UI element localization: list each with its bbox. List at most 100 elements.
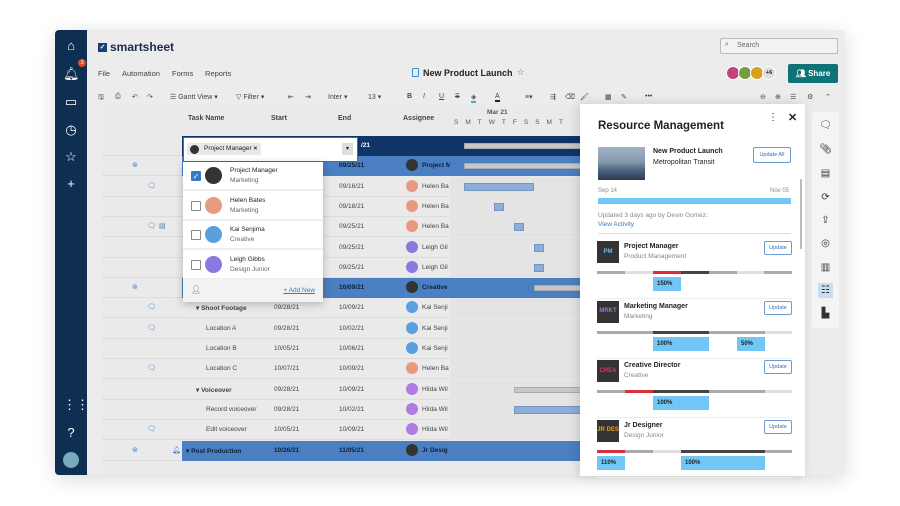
zoom-in-icon[interactable]: ⊕ — [775, 94, 781, 101]
assignee-cell[interactable]: Creative — [422, 284, 448, 292]
table-row[interactable]: 🗨︎ Edit voiceover 10/05/21 10/09/21 Hilda Wi… — [102, 420, 580, 441]
table-row[interactable]: 🗨︎ ▾ Shoot Footage 09/28/21 10/09/21 Kai Sen… — [102, 298, 580, 319]
column-header-task[interactable]: Task Name — [188, 115, 225, 122]
table-row[interactable]: 🗨︎ Location A 09/28/21 10/02/21 Kai Senji — [102, 318, 580, 339]
attachment-icon[interactable]: 📎︎ — [819, 144, 832, 155]
end-cell[interactable]: 09/25/21 — [339, 162, 365, 170]
gantt-bar[interactable] — [534, 243, 544, 252]
update-button[interactable]: Update — [764, 419, 792, 434]
align-icon[interactable]: ≡▾ — [525, 94, 533, 101]
proofing-icon[interactable]: ▤ — [820, 168, 831, 179]
comment-icon[interactable]: 🗨︎ — [147, 223, 156, 231]
task-name-cell[interactable]: ▾ Voiceover — [196, 386, 232, 394]
table-row[interactable]: 🗨︎ Location C 10/07/21 10/09/21 Helen Ba — [102, 359, 580, 380]
option-checkbox[interactable] — [191, 259, 201, 270]
font-dropdown[interactable]: Inter ▾ — [328, 94, 348, 101]
bell-icon[interactable]: 🔔︎ — [63, 66, 80, 81]
redo-icon[interactable]: ↷ — [147, 94, 153, 101]
end-cell[interactable]: 09/16/21 — [339, 182, 365, 190]
comment-icon[interactable]: 🗨︎ — [147, 426, 156, 434]
clock-icon[interactable]: ◷ — [65, 122, 77, 137]
gantt-bar[interactable] — [464, 182, 534, 191]
assignee-cell[interactable]: Hilda Wil — [422, 405, 448, 413]
gantt-icon[interactable]: ☰ — [790, 94, 797, 101]
end-cell[interactable]: 10/09/21 — [339, 385, 365, 393]
table-row[interactable]: Record voiceover 09/28/21 10/02/21 Hilda Wi… — [102, 399, 594, 420]
task-name-cell[interactable]: Location C — [206, 365, 238, 373]
panel-more-icon[interactable]: ⋮ — [768, 112, 778, 123]
dropdown-option[interactable]: ✓ Project Manager Marketing — [183, 162, 323, 191]
task-name-cell[interactable]: Location B — [206, 345, 237, 352]
undo-icon[interactable]: ↶ — [132, 94, 138, 101]
table-row[interactable]: ⊚ 🔔︎ ▾ Post Production 10/26/21 11/05/21 Jr D… — [102, 440, 580, 461]
comment-icon[interactable]: 🗨︎ — [147, 304, 156, 312]
update-all-button[interactable]: Update All — [753, 147, 791, 163]
text-color-icon[interactable]: A — [495, 93, 500, 102]
start-cell[interactable]: 09/28/21 — [274, 324, 300, 332]
option-checkbox[interactable]: ✓ — [191, 171, 201, 181]
dropdown-option[interactable]: Leigh Gibbs Design Junior — [183, 251, 323, 280]
assignee-cell[interactable]: Jr Desig — [422, 446, 448, 454]
comment-icon[interactable]: 🗨︎ — [147, 324, 156, 332]
end-cell[interactable]: 10/09/21 — [339, 304, 365, 312]
end-cell[interactable]: 10/02/21 — [339, 324, 365, 332]
assignee-cell[interactable]: Leigh Gil — [422, 243, 448, 251]
menu-forms[interactable]: Forms — [172, 69, 194, 78]
end-cell[interactable]: 10/09/21 — [339, 284, 365, 292]
plus-icon[interactable]: + — [67, 176, 75, 191]
collapse-icon[interactable]: ⌃ — [825, 94, 831, 101]
assignee-cell[interactable]: Helen Ba — [422, 202, 449, 210]
comment-icon[interactable]: 🗨︎ — [147, 182, 156, 190]
table-row[interactable]: 09/25/21 Leigh Gil — [102, 257, 580, 278]
comment-icon[interactable]: 🗨︎ — [147, 365, 156, 373]
panel-close-icon[interactable]: ✕ — [788, 112, 798, 124]
end-cell[interactable]: 10/09/21 — [339, 365, 365, 373]
menu-file[interactable]: File — [98, 69, 111, 78]
assignee-cell[interactable]: Hilda Wil — [422, 426, 448, 434]
wrap-icon[interactable]: ⇶ — [550, 94, 556, 101]
favorite-star-icon[interactable]: ☆ — [516, 67, 525, 77]
gantt-bar[interactable] — [514, 223, 524, 232]
assignee-dropdown-input[interactable]: Project Manager × ▾ — [183, 137, 358, 162]
gantt-view-dropdown[interactable]: ☰ Gantt View ▾ — [170, 94, 218, 101]
help-icon[interactable]: ? — [67, 425, 75, 440]
strikethrough-icon[interactable]: S — [455, 93, 460, 100]
menu-automation[interactable]: Automation — [122, 69, 160, 78]
zoom-out-icon[interactable]: ⊖ — [760, 94, 766, 101]
gantt-bar[interactable] — [534, 263, 544, 272]
start-cell[interactable]: 10/07/21 — [274, 365, 300, 373]
table-row[interactable]: ▾ Voiceover 09/28/21 10/09/21 Hilda Wil — [102, 379, 594, 400]
assignee-cell[interactable]: Helen Ba — [422, 365, 449, 373]
task-name-cell[interactable]: ▾ Post Production — [186, 447, 242, 455]
attachment-icon[interactable]: ⊚ — [132, 284, 138, 292]
assignee-cell[interactable]: Helen Ba — [422, 182, 449, 190]
column-header-assignee[interactable]: Assignee — [403, 115, 435, 122]
dropdown-toggle[interactable]: ▾ — [342, 143, 353, 155]
assignee-cell[interactable]: Hilda Wil — [422, 385, 448, 393]
font-size-dropdown[interactable]: 13 ▾ — [368, 94, 382, 101]
star-icon[interactable]: ☆ — [65, 149, 77, 164]
italic-icon[interactable]: I — [423, 93, 425, 100]
home-icon[interactable]: ⌂ — [67, 38, 75, 53]
connector-icon[interactable]: ◎ — [821, 238, 830, 249]
share-button[interactable]: 👥︎ Share — [788, 64, 838, 83]
column-header-start[interactable]: Start — [271, 115, 287, 122]
collapse-arrow-icon[interactable]: ▾ — [196, 305, 202, 313]
end-cell[interactable]: 09/25/21 — [339, 223, 365, 231]
start-cell[interactable]: 09/28/21 — [274, 405, 300, 413]
fill-color-icon[interactable]: ◈ — [471, 94, 477, 103]
end-cell[interactable]: 10/02/21 — [339, 405, 365, 413]
end-cell[interactable]: 10/06/21 — [339, 345, 365, 352]
assignee-cell[interactable]: Kai Senji — [422, 304, 448, 312]
start-cell[interactable]: 09/28/21 — [274, 385, 300, 393]
highlight-icon[interactable]: ✎ — [621, 94, 627, 101]
gantt-summary-bar[interactable] — [464, 143, 594, 149]
start-cell[interactable]: 09/28/21 — [274, 304, 300, 312]
end-cell[interactable]: 09/25/21 — [339, 263, 365, 271]
publish-icon[interactable]: ⇪ — [821, 215, 830, 226]
collapse-arrow-icon[interactable]: ▾ — [196, 386, 202, 394]
update-button[interactable]: Update — [764, 300, 792, 315]
more-icon[interactable]: ••• — [645, 93, 653, 100]
start-cell[interactable]: 10/05/21 — [274, 426, 300, 434]
table-row[interactable]: 09/18/21 Helen Ba — [102, 196, 580, 217]
